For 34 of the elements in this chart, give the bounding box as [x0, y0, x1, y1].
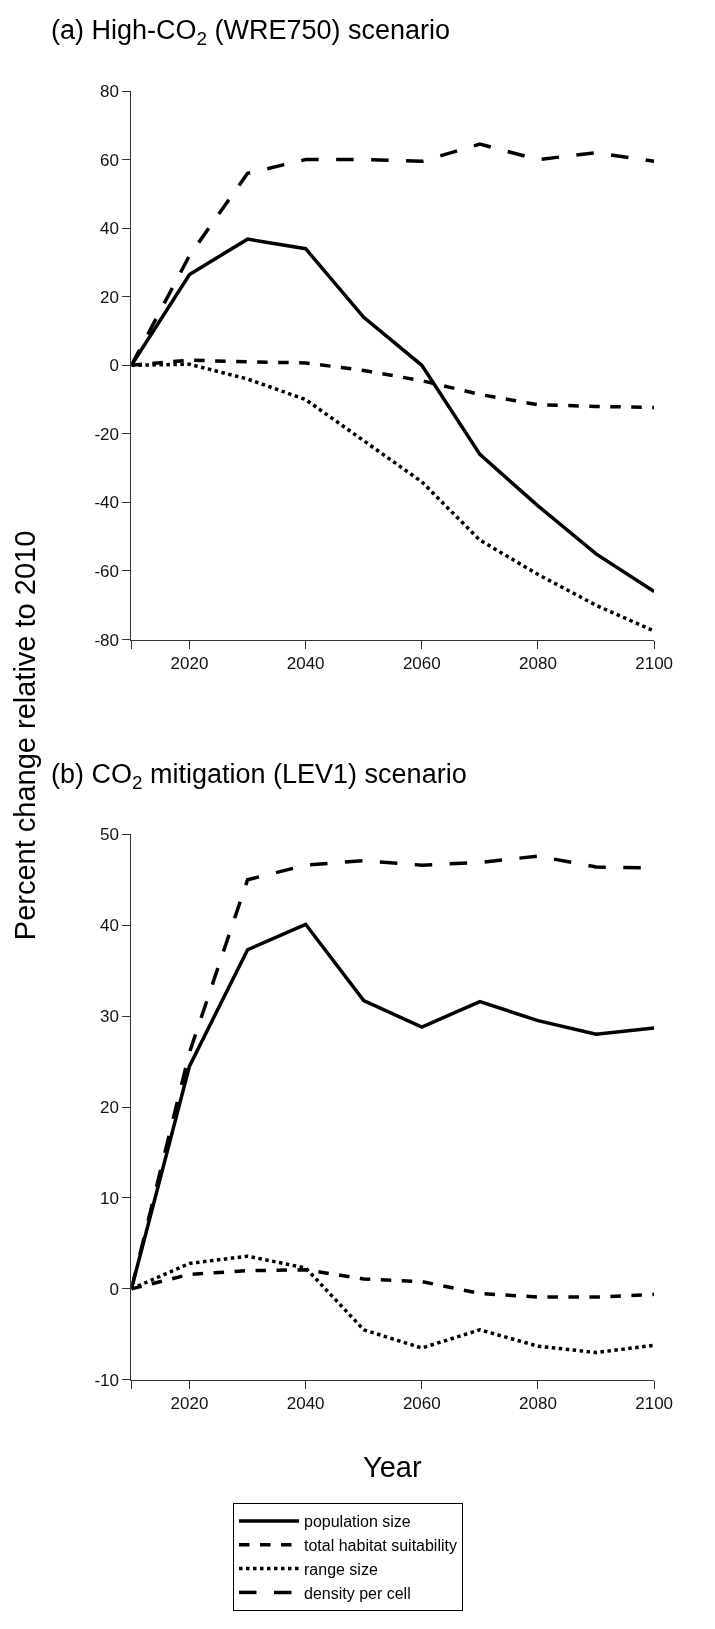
x-tick-label: 2020 [170, 653, 209, 673]
y-axis-title: Percent change relative to 2010 [9, 530, 42, 941]
y-tick-label: -80 [94, 630, 120, 650]
chart-title: (b) CO$_{2}$ mitigation (LEV1) scenario [51, 759, 467, 793]
x-tick-label: 2100 [635, 1394, 674, 1414]
x-tick-label: 2080 [519, 653, 557, 673]
x-axis-title: Year [363, 1451, 422, 1483]
legend-label: range size [304, 1560, 378, 1578]
y-tick-label: 20 [100, 287, 120, 307]
y-tick-label: 30 [100, 1007, 120, 1027]
legend-label: population size [304, 1513, 411, 1531]
y-tick-label: 80 [100, 81, 120, 101]
y-tick-label: 10 [100, 1188, 120, 1208]
y-tick-label: -60 [94, 561, 120, 581]
x-tick-label: 2060 [402, 653, 441, 673]
y-tick-label: 60 [100, 150, 120, 170]
legend-label: density per cell [304, 1584, 411, 1602]
y-tick-label: -40 [94, 493, 120, 513]
y-tick-label: -10 [94, 1370, 120, 1390]
x-tick-label: 2040 [286, 1394, 325, 1414]
x-tick-label: 2100 [635, 653, 674, 673]
y-tick-label: 40 [100, 219, 120, 239]
y-tick-label: 50 [100, 825, 120, 845]
x-tick-label: 2040 [286, 653, 325, 673]
chart-title: (a) High-CO$_{2}$ (WRE750) scenario [51, 15, 451, 49]
x-tick-label: 2020 [170, 1394, 209, 1414]
y-tick-label: -20 [94, 424, 120, 444]
y-tick-label: 0 [109, 1279, 120, 1299]
y-tick-label: 20 [100, 1097, 120, 1117]
y-tick-label: 0 [109, 356, 120, 376]
legend-label: total habitat suitability [304, 1537, 457, 1555]
y-tick-label: 40 [100, 916, 120, 936]
x-tick-label: 2060 [402, 1394, 441, 1414]
x-tick-label: 2080 [519, 1394, 557, 1414]
